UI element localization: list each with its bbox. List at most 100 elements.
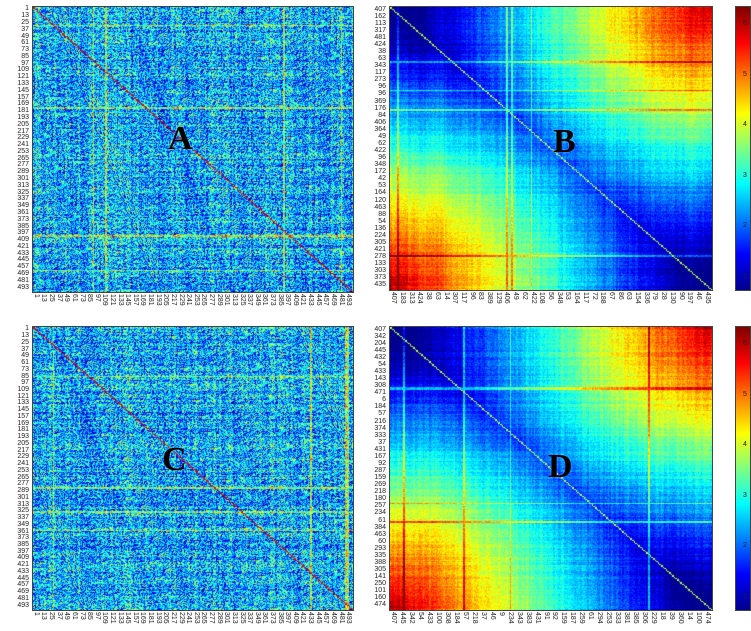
heatmap-a-y-tick: 337 xyxy=(17,195,29,203)
heatmap-b-x-tick: 422 xyxy=(529,292,537,304)
heatmap-d-y-tick: 308 xyxy=(374,382,386,390)
heatmap-b-x-tick: 63 xyxy=(433,292,441,300)
heatmap-b-x-tick: 307 xyxy=(451,292,459,304)
heatmap-d-x-tick: 253 xyxy=(605,612,613,624)
heatmap-c-y-tick: 169 xyxy=(17,419,29,427)
colorbar-b-tick: 6 xyxy=(743,20,747,27)
heatmap-b-y-tick: 120 xyxy=(374,196,386,204)
heatmap-a-y-tick: 133 xyxy=(17,80,29,88)
heatmap-d-y-tick: 160 xyxy=(374,594,386,602)
colorbar-d-tick: 1 xyxy=(743,593,747,600)
heatmap-c-y-tick: 373 xyxy=(17,534,29,542)
heatmap-b-y-tick: 369 xyxy=(374,97,386,105)
heatmap-a-canvas xyxy=(32,6,354,293)
heatmap-b-y-tick: 117 xyxy=(374,69,386,77)
heatmap-c-x-tick: 121 xyxy=(109,612,116,624)
heatmap-d-x-tick: 46 xyxy=(488,612,496,620)
heatmap-d-y-tick: 384 xyxy=(374,523,386,531)
heatmap-a-y-tick: 277 xyxy=(17,161,29,169)
heatmap-d-x-tick: 343 xyxy=(515,612,523,624)
heatmap-d-y-tick: 269 xyxy=(374,481,386,489)
heatmap-b-x-tick: 130 xyxy=(668,292,676,304)
heatmap-b-y-tick: 176 xyxy=(374,104,386,112)
heatmap-d-y-tick: 234 xyxy=(374,509,386,517)
heatmap-d-x-tick: 445 xyxy=(399,612,407,624)
heatmap-a-y-tick: 229 xyxy=(17,134,29,142)
heatmap-c-x-tick: 25 xyxy=(48,612,56,620)
heatmap-a-x-tick: 493 xyxy=(345,294,353,306)
heatmap-b-x-tick: 313 xyxy=(407,292,415,304)
heatmap-b-x-tick: 129 xyxy=(494,292,502,304)
heatmap-b-y-tick: 84 xyxy=(378,111,386,119)
heatmap-d-x-tick: 9 xyxy=(497,612,505,616)
heatmap-b-y-tick: 481 xyxy=(374,33,386,41)
heatmap-d-y-tick: 6 xyxy=(382,396,386,404)
heatmap-c-y-tick: 457 xyxy=(17,581,29,589)
heatmap-b-x-tick: 46 xyxy=(694,292,702,300)
heatmap-c-x-tick: 433 xyxy=(307,612,315,624)
heatmap-d-x-tick: 431 xyxy=(533,612,541,624)
heatmap-a-y-tick: 85 xyxy=(21,52,29,60)
heatmap-c-y-tick: 13 xyxy=(21,332,29,340)
heatmap-d-y-tick: 216 xyxy=(374,417,386,425)
heatmap-c-y-tick: 157 xyxy=(17,412,29,420)
heatmap-b-y-tick: 364 xyxy=(374,125,386,133)
heatmap-b-x-tick: 49 xyxy=(512,292,520,300)
heatmap-d-x-tick: 342 xyxy=(408,612,416,624)
heatmap-a-y-tick: 265 xyxy=(17,154,29,162)
heatmap-b-y-tick: 113 xyxy=(374,19,386,27)
heatmap-a-y-tick: 481 xyxy=(17,276,29,284)
heatmap-c-y-tick: 25 xyxy=(21,338,29,346)
heatmap-c-y-tick: 241 xyxy=(17,460,29,468)
heatmap-a-y-tick: 157 xyxy=(17,93,29,101)
heatmap-a-y-tick: 433 xyxy=(17,249,29,257)
heatmap-c-y-tick: 145 xyxy=(17,406,29,414)
heatmap-a-y-tick: 97 xyxy=(21,59,29,67)
heatmap-d-y-tick: 159 xyxy=(374,474,386,482)
heatmap-d-y-tick: 471 xyxy=(374,389,386,397)
heatmap-d-x-tick: 100 xyxy=(435,612,443,624)
heatmap-a-x-tick: 121 xyxy=(109,294,116,306)
heatmap-d-x-tick: 57 xyxy=(462,612,470,620)
heatmap-b-x-tick: 389 xyxy=(486,292,494,304)
heatmap-d-x-tick: 61 xyxy=(587,612,595,620)
heatmap-b-x-tick: 96 xyxy=(468,292,476,300)
heatmap-c-y-tick: 469 xyxy=(17,588,29,596)
heatmap-b-x-tick: 62 xyxy=(520,292,528,300)
heatmap-d-y-tick: 335 xyxy=(374,551,386,559)
heatmap-a-y-tick: 49 xyxy=(21,32,29,40)
heatmap-d-y-tick: 388 xyxy=(374,559,386,566)
heatmap-a-y-tick: 289 xyxy=(17,168,29,176)
heatmap-c-x-tick: 337 xyxy=(246,612,254,624)
heatmap-b-y-tick: 172 xyxy=(374,168,386,176)
heatmap-d-y-tick: 101 xyxy=(374,587,386,595)
heatmap-d-y-tick: 143 xyxy=(374,375,386,383)
heatmap-c-x-tick: 85 xyxy=(86,612,94,620)
heatmap-d-x-tick: 18 xyxy=(658,612,666,620)
heatmap-b-y-tick: 348 xyxy=(374,161,386,169)
heatmap-b-x-tick: 14 xyxy=(442,292,450,300)
panel-label-c: C xyxy=(162,441,187,478)
heatmap-c-y-tick: 493 xyxy=(17,601,29,609)
heatmap-b-x-tick: 108 xyxy=(538,292,546,304)
heatmap-d-canvas xyxy=(389,326,713,611)
heatmap-a-y-tick: 73 xyxy=(21,46,29,54)
heatmap-d-y-tick: 305 xyxy=(374,566,386,574)
heatmap-d-x-tick: 14 xyxy=(685,612,693,620)
heatmap-a-x-tick: 61 xyxy=(70,294,78,302)
heatmap-c-x-tick: 217 xyxy=(169,612,177,624)
heatmap-b-x-tick: 117 xyxy=(459,292,467,304)
colorbar-b-tick: 1 xyxy=(743,273,747,280)
heatmap-d-y-tick: 287 xyxy=(374,467,386,475)
heatmap-b-x-tick: 407 xyxy=(390,292,398,304)
heatmap-b-x-tick: 79 xyxy=(651,292,659,300)
heatmap-b-y-tick: 49 xyxy=(378,132,386,140)
heatmap-b-x-tick: 38 xyxy=(425,292,433,300)
heatmap-d-y-tick: 374 xyxy=(374,424,386,432)
heatmap-d-x-tick: 381 xyxy=(623,612,631,624)
heatmap-b-y-tick: 343 xyxy=(374,62,386,70)
heatmap-c-y-tick: 181 xyxy=(17,426,29,434)
colorbar-d-tick: 3 xyxy=(743,491,747,499)
heatmap-c-y-tick: 325 xyxy=(17,507,29,515)
heatmap-c-y-tick: 445 xyxy=(17,574,29,582)
